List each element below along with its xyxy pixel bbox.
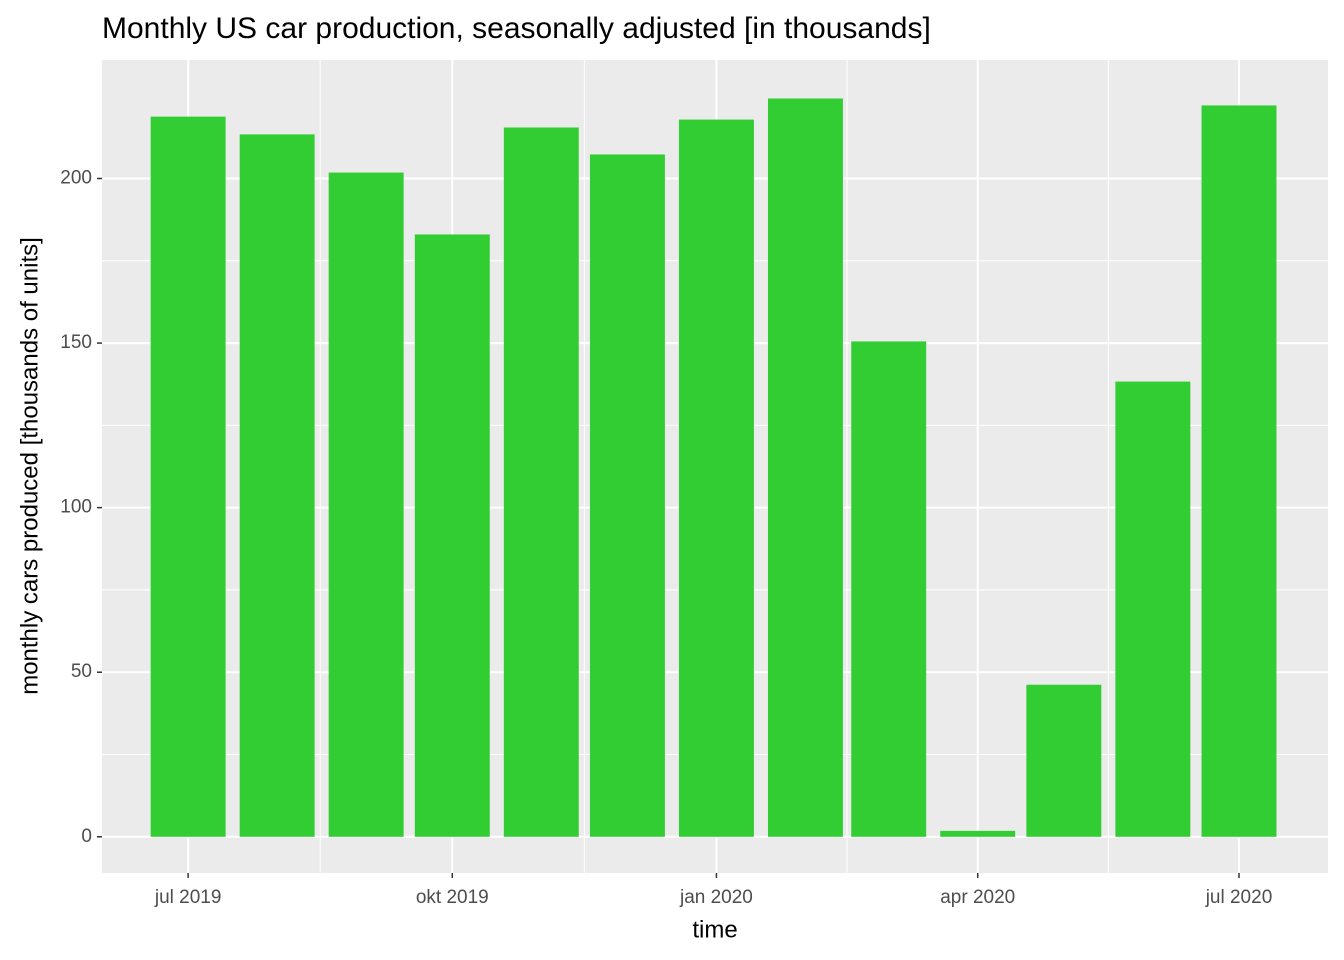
x-tick-label: okt 2019 [416,887,489,908]
bar [851,341,927,837]
bar [589,154,665,837]
x-tick-label: apr 2020 [940,887,1015,908]
bar [1201,105,1277,837]
y-axis-label: monthly cars produced [thousands of unit… [16,237,43,695]
bar [940,830,1016,837]
x-axis-label: time [692,916,737,943]
bar [1115,381,1191,837]
bar [328,172,404,837]
chart-title: Monthly US car production, seasonally ad… [102,12,931,45]
x-tick-label: jul 2020 [1205,887,1273,908]
y-tick-label: 200 [60,168,92,189]
bar [503,127,579,837]
bar [767,98,843,837]
y-tick-label: 0 [81,826,92,847]
bar [150,116,226,837]
bar [1026,684,1102,837]
x-tick-label: jul 2019 [154,887,222,908]
y-tick-label: 150 [60,332,92,353]
bar [414,234,490,837]
y-tick-label: 100 [60,497,92,518]
bar [239,134,315,837]
y-tick-label: 50 [71,661,92,682]
x-tick-label: jan 2020 [679,887,753,908]
bar [678,119,754,837]
